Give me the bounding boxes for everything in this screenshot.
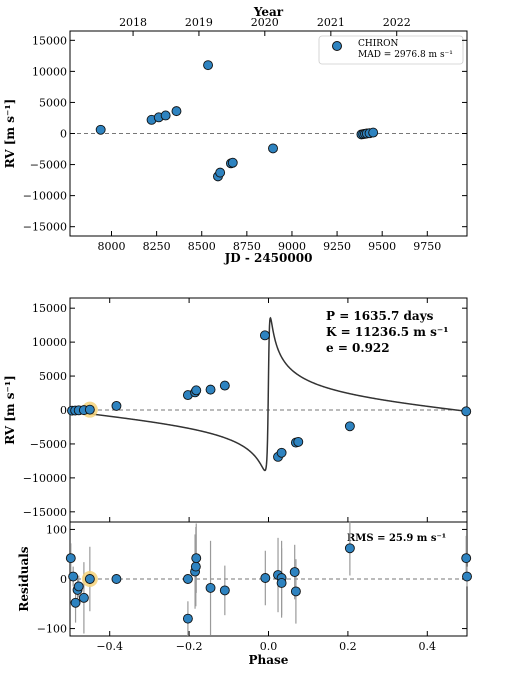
panel3-point-18 <box>276 578 287 588</box>
panel3-point-5 <box>78 592 89 603</box>
panel-rv-vs-jd: Year JD - 2450000 RV [m s⁻¹] CHIRON MAD … <box>3 5 468 265</box>
panel2-point-4 <box>84 404 95 415</box>
panel1-xlabel: JD - 2450000 <box>224 251 313 265</box>
panel3-point-9 <box>182 613 193 624</box>
panel2-point-5 <box>111 400 122 411</box>
panel3-point-21 <box>344 543 355 554</box>
panel1-xtick-label-3: 8750 <box>233 240 261 253</box>
panel2-point-9 <box>205 384 216 395</box>
panel1-point-16 <box>368 127 379 138</box>
panel1-ytick-label-3: 0 <box>60 128 67 141</box>
top-axis-tick-label-1: 2019 <box>185 16 213 29</box>
panel3-xtick-label-4: 0.4 <box>419 640 437 653</box>
panel1-ylabel: RV [m s⁻¹] <box>3 99 17 169</box>
panel2-ytick-label-1: −10000 <box>23 472 67 485</box>
panel1-point-9 <box>227 157 238 168</box>
top-axis-tick-label-0: 2018 <box>119 16 147 29</box>
panel3-point-8 <box>182 574 193 584</box>
panel-rv-vs-phase: RV [m s⁻¹] P = 1635.7 days K = 11236.5 m… <box>3 297 472 523</box>
panel1-xtick-label-5: 9250 <box>323 240 351 253</box>
panel1-point-3 <box>160 110 171 121</box>
annotation-period: P = 1635.7 days <box>326 309 434 323</box>
legend-box <box>318 35 464 65</box>
panel3-point-12 <box>191 553 202 564</box>
panel1-ytick-label-2: −5000 <box>30 159 67 172</box>
panel1-ytick-label-6: 15000 <box>32 34 67 47</box>
panel3-ytick-label-2: 100 <box>46 523 67 536</box>
panel3-xlabel: Phase <box>249 653 289 667</box>
panel3-xtick-label-0: −0.4 <box>96 640 123 653</box>
panel1-xtick-label-7: 9750 <box>413 240 441 253</box>
panel1-xtick-label-6: 9500 <box>368 240 396 253</box>
panel2-ytick-label-4: 5000 <box>39 370 67 383</box>
panel3-point-2 <box>70 597 81 608</box>
panel1-ytick-label-5: 10000 <box>32 65 67 78</box>
top-axis-tick-label-3: 2021 <box>317 16 345 29</box>
panel-residuals: Phase Residuals RMS = 25.9 m s⁻¹ −0.4 −0.… <box>17 521 472 667</box>
panel2-point-13 <box>276 447 287 458</box>
panel1-xtick-label-0: 8000 <box>98 240 126 253</box>
panel1-ytick-label-4: 5000 <box>39 96 67 109</box>
rms-label: RMS = 25.9 m s⁻¹ <box>347 533 446 544</box>
legend-mad: MAD = 2976.8 m s⁻¹ <box>358 50 453 60</box>
panel1-ytick-label-1: −10000 <box>23 190 67 203</box>
legend-marker <box>332 41 342 51</box>
panel1-point-10 <box>268 143 278 154</box>
panel2-ytick-label-2: −5000 <box>30 438 67 451</box>
panel3-ytick-label-1: 0 <box>60 573 67 586</box>
panel1-point-7 <box>215 167 226 178</box>
top-axis-label: Year <box>253 5 284 19</box>
panel1-point-5 <box>203 60 213 71</box>
panel2-ylabel: RV [m s⁻¹] <box>3 375 17 445</box>
panel3-point-15 <box>260 573 271 583</box>
legend-series-name: CHIRON <box>358 39 398 49</box>
panel3-point-7 <box>111 574 122 584</box>
panel2-point-8 <box>191 385 202 396</box>
panel1-ytick-label-0: −15000 <box>23 221 67 234</box>
panel2-ytick-label-0: −15000 <box>23 506 67 519</box>
panel3-point-23 <box>462 571 472 582</box>
panel2-point-11 <box>259 330 270 341</box>
panel3-xtick-label-3: 0.2 <box>339 640 357 653</box>
panel2-point-17 <box>461 406 472 417</box>
panel2-ytick-label-6: 15000 <box>32 302 67 315</box>
panel3-point-1 <box>68 571 79 582</box>
panel3-point-22 <box>461 553 472 564</box>
panel3-ytick-label-0: −100 <box>37 623 67 636</box>
annotation-eccentricity: e = 0.922 <box>326 341 390 355</box>
panel3-point-0 <box>65 553 76 564</box>
panel1-xtick-label-4: 9000 <box>278 240 306 253</box>
panel3-point-19 <box>289 567 300 578</box>
panel3-xtick-label-1: −0.2 <box>176 640 203 653</box>
panel1-point-4 <box>171 106 182 117</box>
panel2-ytick-label-5: 10000 <box>32 336 67 349</box>
top-axis-tick-label-4: 2022 <box>383 16 411 29</box>
model-curve <box>69 316 468 472</box>
top-axis-tick-label-2: 2020 <box>251 16 279 29</box>
panel2-point-15 <box>293 436 304 447</box>
panel1-xtick-label-2: 8500 <box>188 240 216 253</box>
panel3-point-20 <box>290 586 301 597</box>
panel2-point-16 <box>344 421 355 432</box>
panel3-ylabel: Residuals <box>17 546 31 611</box>
panel1-point-0 <box>95 124 106 135</box>
panel3-point-13 <box>205 582 216 593</box>
panel3-point-6 <box>84 574 95 584</box>
panel3-point-4 <box>73 581 84 592</box>
panel2-point-10 <box>219 380 230 391</box>
panel2-ytick-label-3: 0 <box>60 404 67 417</box>
annotation-semi-amplitude: K = 11236.5 m s⁻¹ <box>326 325 449 339</box>
panel1-xtick-label-1: 8250 <box>143 240 171 253</box>
panel3-point-11 <box>190 561 201 572</box>
panel3-xtick-label-2: 0.0 <box>260 640 278 653</box>
legend: CHIRON MAD = 2976.8 m s⁻¹ <box>318 35 464 65</box>
panel3-point-14 <box>219 585 230 596</box>
